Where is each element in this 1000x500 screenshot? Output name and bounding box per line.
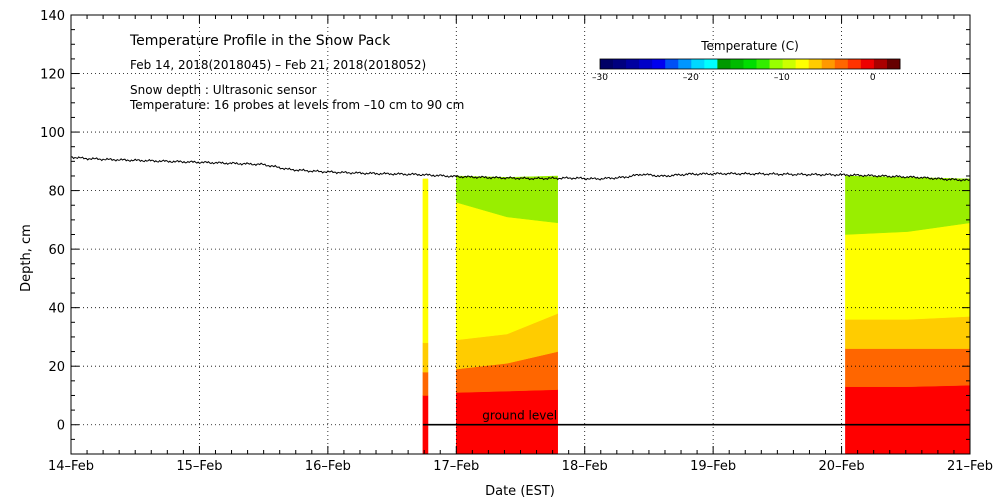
chart-title: Temperature Profile in the Snow Pack bbox=[129, 33, 391, 49]
colorbar-tick-label: –30 bbox=[592, 73, 608, 83]
colorbar-frame bbox=[599, 58, 901, 70]
y-axis-label: Depth, cm bbox=[19, 224, 34, 292]
colorbar-cell bbox=[639, 59, 653, 69]
y-tick-label: 120 bbox=[40, 68, 65, 83]
y-tick-label: 20 bbox=[48, 360, 65, 375]
colorbar-cell bbox=[743, 59, 757, 69]
colorbar-cell bbox=[873, 59, 888, 69]
heatmap-band-0-3 bbox=[422, 178, 429, 344]
colorbar-cell bbox=[769, 59, 784, 69]
colorbar-cell bbox=[808, 59, 823, 69]
snow-depth-note: Snow depth : Ultrasonic sensor bbox=[130, 83, 317, 97]
x-tick-label: 17–Feb bbox=[433, 459, 479, 474]
axes: 0 20 40 60 80 100 120 140 14–Feb 15–Feb 16–Feb 17–F… bbox=[40, 9, 993, 474]
colorbar-cell bbox=[821, 59, 836, 69]
heatmap-band-0-2 bbox=[422, 342, 429, 373]
colorbar-cell bbox=[678, 59, 692, 69]
x-tick-label: 18–Feb bbox=[562, 459, 608, 474]
colorbar-cell bbox=[691, 59, 705, 69]
y-tick-label: 140 bbox=[40, 9, 65, 24]
x-tick-label: 21–Feb bbox=[947, 459, 993, 474]
snow-depth-line bbox=[71, 156, 971, 182]
x-tick-label: 20–Feb bbox=[819, 459, 865, 474]
y-tick-label: 40 bbox=[48, 302, 65, 317]
temperature-heatmap bbox=[422, 175, 971, 455]
y-tick-label: 60 bbox=[48, 243, 65, 258]
date-range-label: Feb 14, 2018(2018045) – Feb 21, 2018(201… bbox=[130, 58, 426, 72]
colorbar-tick-label: –20 bbox=[683, 73, 699, 83]
y-tick-label: 0 bbox=[57, 419, 65, 434]
x-tick-label: 16–Feb bbox=[305, 459, 351, 474]
ground-level-label: ground level bbox=[482, 409, 557, 423]
heatmap-band-2-1 bbox=[845, 348, 971, 387]
x-tick-label: 14–Feb bbox=[48, 459, 94, 474]
y-tick-label: 100 bbox=[40, 126, 65, 141]
colorbar-cell bbox=[834, 59, 849, 69]
colorbar-cell bbox=[782, 59, 797, 69]
heatmap-band-0-1 bbox=[422, 371, 429, 396]
temperature-colorbar: –30 –20 –10 0 bbox=[592, 58, 901, 83]
colorbar-cell bbox=[665, 59, 679, 69]
colorbar-tick-label: 0 bbox=[870, 73, 876, 83]
colorbar-title: Temperature (C) bbox=[700, 39, 799, 53]
heatmap-band-1-3 bbox=[456, 201, 558, 341]
temperature-note: Temperature: 16 probes at levels from –1… bbox=[129, 98, 464, 112]
x-tick-label: 15–Feb bbox=[176, 459, 222, 474]
colorbar-cell bbox=[730, 59, 744, 69]
colorbar-cell bbox=[847, 59, 862, 69]
heatmap-band-2-2 bbox=[845, 316, 971, 349]
colorbar-cell bbox=[652, 59, 666, 69]
colorbar-cell bbox=[613, 59, 627, 69]
colorbar-tick-label: –10 bbox=[774, 73, 790, 83]
colorbar-cell bbox=[886, 59, 901, 69]
colorbar-cell bbox=[626, 59, 640, 69]
colorbar-cell bbox=[600, 59, 614, 69]
colorbar-cell bbox=[795, 59, 810, 69]
colorbar-cell bbox=[860, 59, 875, 69]
heatmap-band-2-3 bbox=[845, 222, 971, 320]
colorbar-cell bbox=[717, 59, 731, 69]
heatmap-band-2-0 bbox=[845, 384, 971, 455]
x-axis-label: Date (EST) bbox=[485, 484, 555, 499]
x-tick-label: 19–Feb bbox=[690, 459, 736, 474]
y-tick-label: 80 bbox=[48, 185, 65, 200]
colorbar-cell bbox=[704, 59, 718, 69]
colorbar-cell bbox=[756, 59, 770, 69]
